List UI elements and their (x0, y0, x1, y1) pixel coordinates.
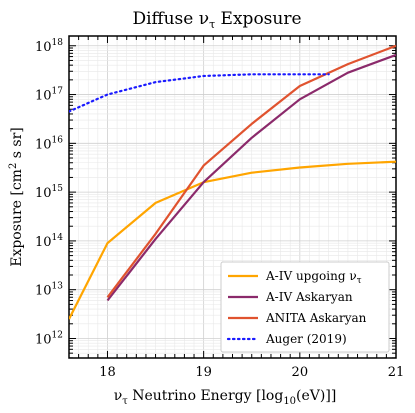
series-curves (69, 44, 396, 320)
y-tick-label: 1013 (35, 282, 63, 299)
y-tick-label: 1012 (35, 330, 63, 347)
y-axis-label: Exposure [cm2 s sr] (8, 127, 25, 267)
legend-label-anita-askaryan: ANITA Askaryan (265, 311, 367, 325)
x-tick-label: 21 (388, 365, 405, 380)
legend-label-a-iv-upgoing: A-IV upgoing ντ (265, 269, 362, 286)
x-tick-label: 19 (195, 365, 212, 380)
x-axis-label: ντ Neutrino Energy [log10(eV)]] (114, 388, 337, 407)
y-tick-label: 1017 (35, 87, 63, 104)
legend-box (220, 261, 390, 353)
series-line-a-iv-askaryan (106, 53, 396, 302)
y-tick-label: 1016 (35, 135, 63, 152)
legend-label-a-iv-askaryan: A-IV Askaryan (265, 290, 353, 304)
series-line-anita-askaryan (106, 44, 396, 298)
y-tick-label: 1018 (35, 38, 63, 55)
x-tick-label: 20 (292, 365, 309, 380)
x-tick-labels: 18 19 20 21 (99, 365, 404, 380)
x-tick-label: 18 (99, 365, 116, 380)
chart-title: Diffuse ντ Exposure (132, 9, 301, 31)
legend: A-IV upgoing ντ A-IV Askaryan ANITA Askary… (220, 261, 390, 353)
y-tick-label: 1014 (35, 233, 63, 250)
y-tick-labels: 1012 1013 1014 1015 1016 1017 1018 (35, 38, 63, 348)
legend-label-auger-2019: Auger (2019) (265, 332, 347, 346)
axis-ticks (68, 36, 397, 359)
series-line-auger-2019 (69, 73, 330, 113)
series-line-a-iv-upgoing (69, 160, 396, 320)
y-tick-label: 1015 (35, 184, 63, 201)
